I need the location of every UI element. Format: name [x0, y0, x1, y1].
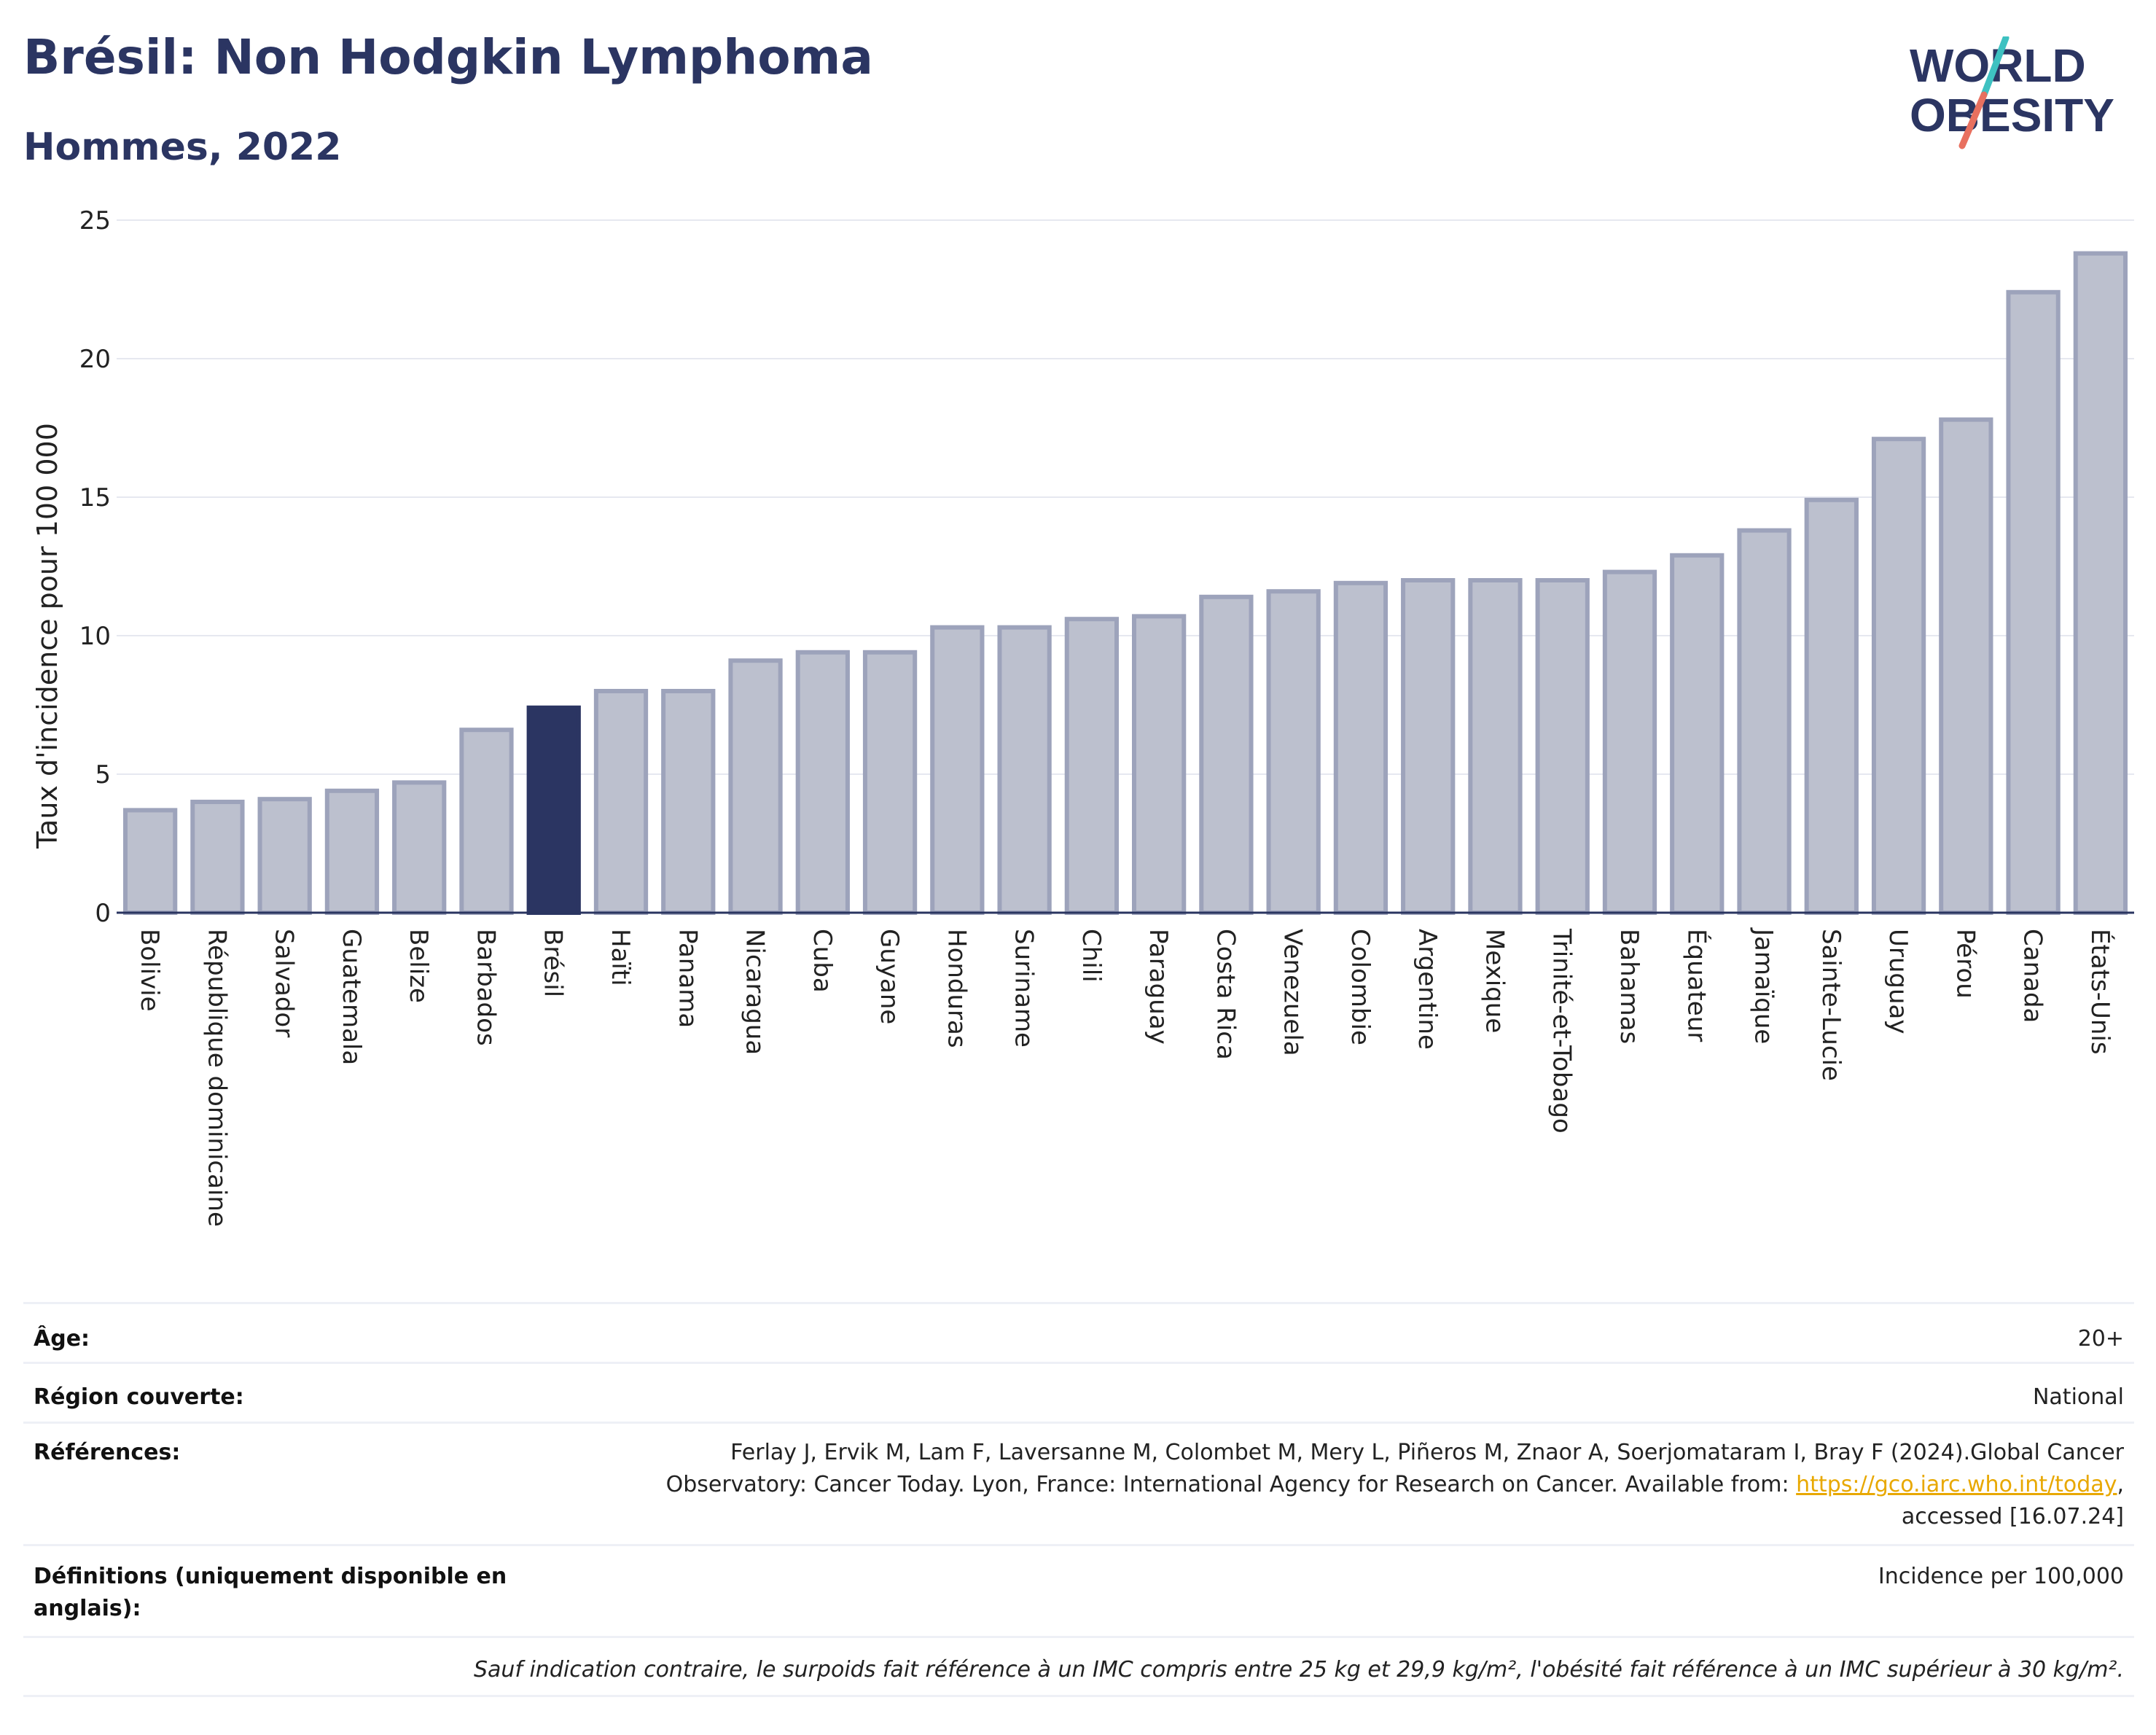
references-value: Ferlay J, Ervik M, Lam F, Laversanne M, …	[593, 1437, 2124, 1544]
info-row-references: Références: Ferlay J, Ervik M, Lam F, La…	[23, 1422, 2134, 1544]
bar[interactable]	[795, 650, 850, 915]
y-tick-label: 20	[79, 345, 111, 374]
bar[interactable]	[1737, 528, 1792, 915]
bar[interactable]	[1535, 578, 1590, 915]
y-axis-ticks: 0 5 10 15 20 25	[79, 206, 111, 928]
y-tick-label: 0	[95, 899, 111, 928]
age-value: 20+	[2077, 1326, 2124, 1352]
bar[interactable]	[1131, 614, 1187, 916]
x-category-label: Guyane	[875, 929, 904, 1024]
logo-slash-coral	[1958, 91, 1988, 149]
x-category-label: Guatemala	[337, 929, 366, 1065]
logo-word-obesity: OBESITY	[1910, 89, 2114, 141]
bar[interactable]	[2006, 289, 2061, 915]
references-text: Ferlay J, Ervik M, Lam F, Laversanne M, …	[665, 1440, 2124, 1497]
x-axis-labels: Bolivie République dominicaine Salvador Gua…	[135, 927, 2115, 1227]
bar[interactable]	[997, 625, 1052, 915]
bar[interactable]	[122, 808, 178, 916]
x-category-label: République dominicaine	[202, 929, 231, 1227]
bar[interactable]	[190, 800, 245, 915]
y-axis-label: Taux d'incidence pour 100 000	[31, 423, 63, 849]
definitions-value: Incidence per 100,000	[1878, 1564, 2124, 1589]
region-value: National	[2032, 1384, 2124, 1410]
bar[interactable]	[661, 689, 716, 915]
bar[interactable]	[1266, 589, 1321, 915]
x-category-label: Chili	[1077, 929, 1106, 983]
bar[interactable]	[1871, 437, 1926, 915]
x-category-label: Paraguay	[1144, 929, 1173, 1045]
x-category-label: Trinité-et-Tobago	[1547, 928, 1577, 1134]
x-category-label: Équateur	[1682, 929, 1711, 1042]
bar[interactable]	[862, 650, 918, 915]
x-category-label: États-Unis	[2085, 929, 2115, 1055]
bar[interactable]	[526, 705, 581, 915]
bar[interactable]	[324, 788, 380, 916]
references-label: Références:	[34, 1440, 181, 1465]
bar[interactable]	[2073, 251, 2128, 916]
x-category-label: Jamaïque	[1749, 927, 1778, 1044]
x-category-label: Nicaragua	[741, 929, 770, 1055]
x-category-label: Bolivie	[135, 929, 164, 1012]
y-tick-label: 10	[79, 622, 111, 651]
bar[interactable]	[593, 689, 649, 915]
bar[interactable]	[1064, 617, 1120, 915]
x-category-label: Venezuela	[1278, 929, 1308, 1056]
x-category-label: Brésil	[539, 929, 568, 997]
logo-slash-teal	[1980, 36, 2009, 98]
x-category-label: Barbados	[471, 929, 500, 1046]
info-row-note: Sauf indication contraire, le surpoids f…	[23, 1636, 2134, 1697]
y-tick-label: 15	[79, 483, 111, 512]
chart-title: Brésil: Non Hodgkin Lymphoma	[23, 29, 873, 85]
info-row-definitions: Définitions (uniquement disponible en an…	[23, 1544, 2134, 1636]
x-category-label: Haïti	[606, 929, 635, 986]
bar[interactable]	[1468, 578, 1523, 915]
bar[interactable]	[1804, 497, 1859, 915]
bar[interactable]	[930, 625, 985, 915]
bar[interactable]	[728, 658, 783, 915]
bar[interactable]	[1333, 580, 1388, 915]
x-category-label: Pérou	[1950, 929, 1980, 999]
bar[interactable]	[1939, 417, 1993, 915]
y-tick-label: 25	[79, 206, 111, 235]
definitions-label: Définitions (uniquement disponible en an…	[34, 1564, 507, 1621]
bar[interactable]	[1199, 594, 1254, 915]
chart-subtitle: Hommes, 2022	[23, 125, 342, 169]
region-label: Région couverte:	[34, 1384, 244, 1410]
bars	[122, 251, 2128, 916]
x-category-label: Honduras	[942, 929, 971, 1048]
age-label: Âge:	[34, 1326, 90, 1352]
x-category-label: Uruguay	[1883, 929, 1913, 1034]
bar-chart: 0 5 10 15 20 25 Bolivie République dominicaine…	[31, 206, 2134, 1227]
references-accessed: , accessed [16.07.24]	[1901, 1472, 2124, 1529]
bar[interactable]	[459, 728, 514, 916]
references-link[interactable]: https://gco.iarc.who.int/today	[1796, 1472, 2117, 1497]
bar[interactable]	[1602, 569, 1657, 915]
x-category-label: Bahamas	[1614, 929, 1644, 1044]
x-category-label: Colombie	[1345, 929, 1375, 1045]
x-category-label: Suriname	[1009, 929, 1039, 1048]
x-category-label: Mexique	[1480, 929, 1509, 1033]
info-row-region: Région couverte: National	[23, 1362, 2134, 1422]
gridlines	[117, 219, 2134, 775]
info-table: Âge: 20+ Région couverte: National Référ…	[23, 1302, 2134, 1697]
x-category-label: Canada	[2018, 929, 2047, 1023]
x-category-label: Salvador	[270, 929, 299, 1037]
world-obesity-logo: WORLD OBESITY	[1910, 36, 2114, 149]
bar[interactable]	[392, 780, 447, 916]
x-category-label: Cuba	[808, 929, 837, 993]
bar[interactable]	[1401, 578, 1456, 915]
x-category-label: Panama	[673, 929, 702, 1028]
x-category-label: Sainte-Lucie	[1816, 929, 1846, 1081]
x-category-label: Argentine	[1413, 929, 1442, 1050]
x-category-label: Belize	[404, 929, 433, 1003]
y-tick-label: 5	[95, 760, 111, 789]
x-category-label: Costa Rica	[1211, 929, 1240, 1060]
footnote: Sauf indication contraire, le surpoids f…	[473, 1657, 2124, 1683]
bar[interactable]	[1670, 553, 1725, 915]
info-row-age: Âge: 20+	[23, 1302, 2134, 1362]
bar[interactable]	[257, 797, 312, 915]
